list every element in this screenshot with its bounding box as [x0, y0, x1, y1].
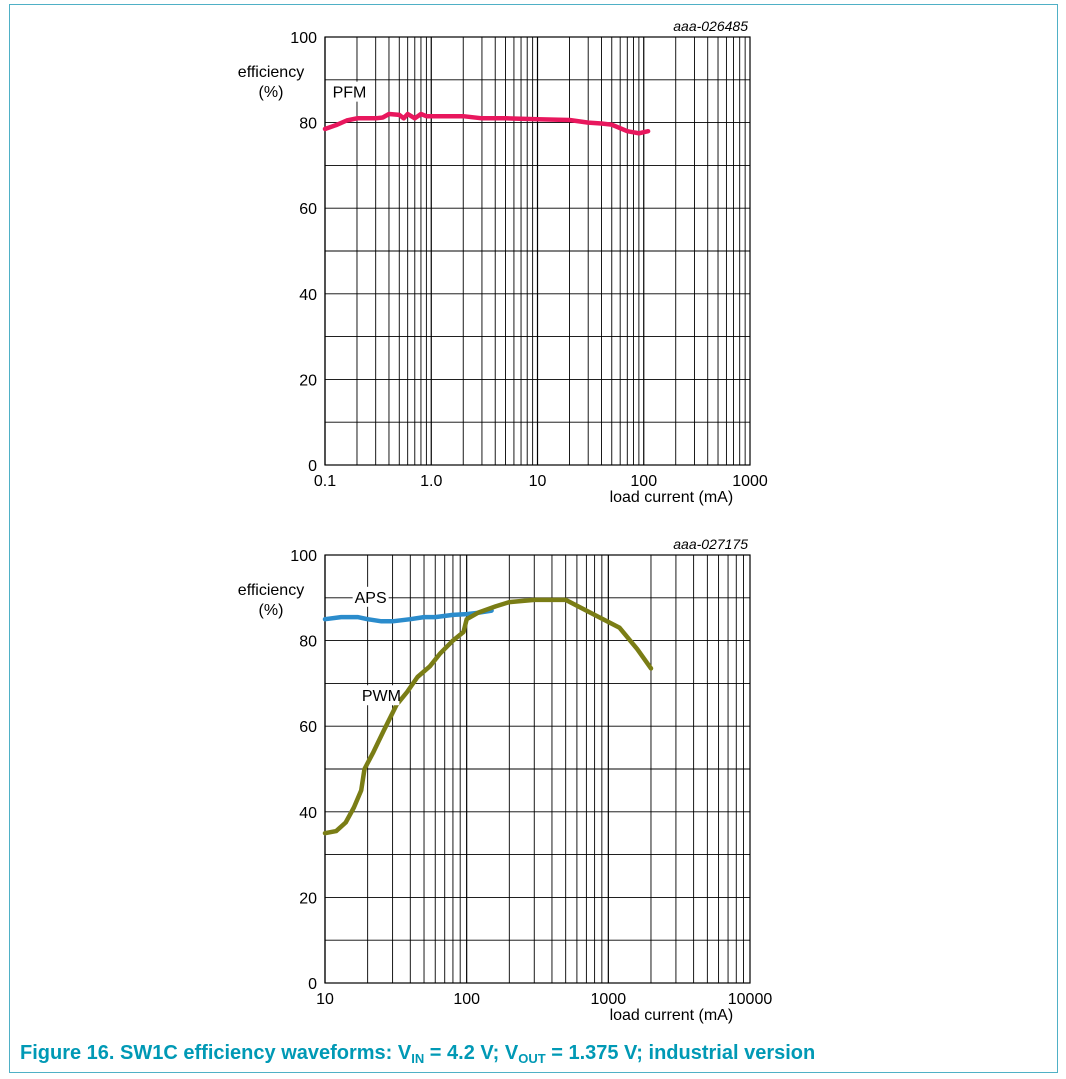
figure-frame	[9, 4, 1058, 1073]
y-tick-label: 20	[299, 890, 317, 907]
y-axis-label: (%)	[259, 602, 284, 619]
y-tick-label: 0	[308, 976, 317, 993]
annotation-background	[363, 685, 400, 706]
y-tick-label: 100	[290, 30, 317, 47]
x-axis-label: load current (mA)	[610, 1007, 734, 1024]
figure-caption: Figure 16. SW1C efficiency waveforms: VI…	[20, 1042, 815, 1066]
y-tick-label: 80	[299, 634, 317, 651]
y-tick-label: 60	[299, 719, 317, 736]
y-axis-label: (%)	[259, 84, 284, 101]
series-line-aps	[322, 608, 494, 624]
y-tick-label: 20	[299, 372, 317, 389]
x-tick-label: 100	[630, 473, 657, 490]
x-tick-label: 0.1	[314, 473, 336, 490]
y-tick-label: 0	[308, 458, 317, 475]
annotation-background	[352, 586, 389, 607]
caption-text-1: Figure 16. SW1C efficiency waveforms: V	[20, 1042, 412, 1064]
series-label-aps: APS	[355, 590, 387, 607]
series-line-pwm	[322, 597, 654, 836]
y-tick-label: 40	[299, 805, 317, 822]
series-label-pwm: PWM	[362, 688, 401, 705]
annotation-background	[331, 81, 368, 102]
x-tick-label: 100	[453, 991, 480, 1008]
series-label-pfm: PFM	[333, 85, 367, 102]
y-tick-label: 60	[299, 201, 317, 218]
x-tick-label: 1000	[591, 991, 627, 1008]
x-tick-label: 1000	[732, 473, 768, 490]
x-tick-label: 10	[316, 991, 334, 1008]
figure-id-label: aaa-027175	[673, 536, 748, 552]
caption-text-3: = 1.375 V; industrial version	[545, 1042, 816, 1064]
caption-text-2: = 4.2 V; V	[424, 1042, 519, 1064]
figure-id-label: aaa-026485	[673, 18, 748, 34]
series-line-pfm	[322, 111, 651, 136]
x-axis-label: load current (mA)	[610, 489, 734, 506]
y-axis-label: efficiency	[238, 582, 304, 599]
y-tick-label: 100	[290, 548, 317, 565]
caption-subscript-in: IN	[411, 1051, 425, 1066]
x-tick-label: 1.0	[420, 473, 442, 490]
plot-area	[324, 554, 751, 984]
y-tick-label: 40	[299, 287, 317, 304]
x-tick-label: 10000	[728, 991, 773, 1008]
plot-area	[324, 36, 751, 466]
x-tick-label: 10	[529, 473, 547, 490]
y-tick-label: 80	[299, 116, 317, 133]
caption-subscript-out: OUT	[518, 1051, 546, 1066]
y-axis-label: efficiency	[238, 64, 304, 81]
